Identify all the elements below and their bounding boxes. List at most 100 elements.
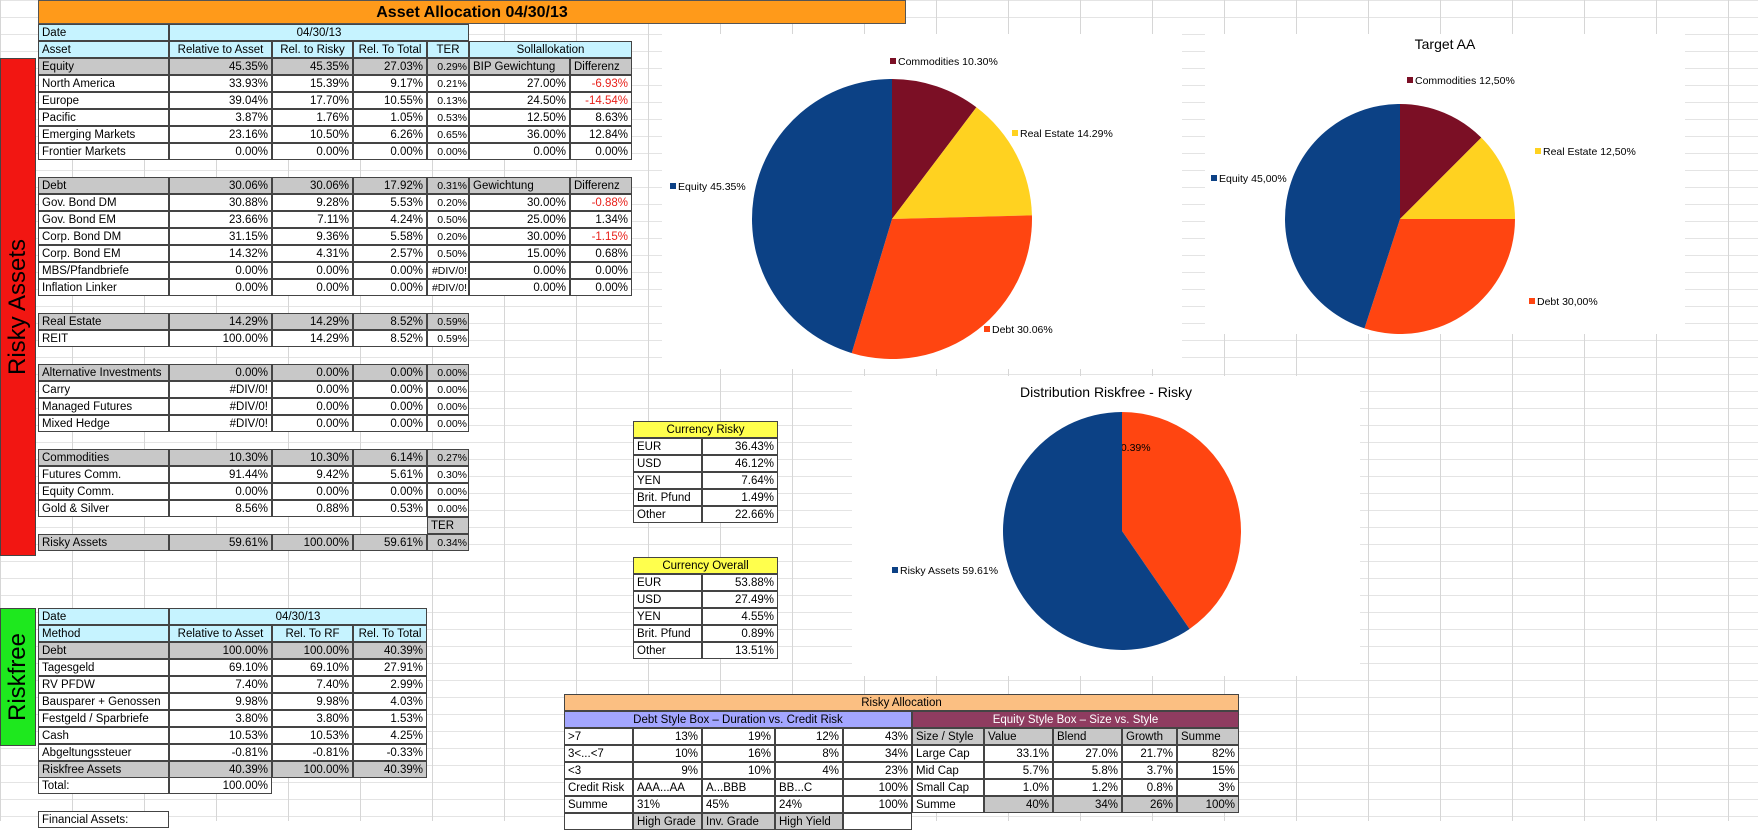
debt-style-box-cell[interactable]: >7 xyxy=(564,728,633,745)
debt-style-box-cell[interactable]: 13% xyxy=(633,728,702,745)
asset-value-cell[interactable]: 0.65% xyxy=(427,126,469,143)
group-value-cell[interactable]: 10.30% xyxy=(169,449,272,466)
asset-name-cell[interactable]: Gold & Silver xyxy=(38,500,169,517)
asset-value-cell[interactable]: 3.87% xyxy=(169,109,272,126)
rf-method-value-cell[interactable]: 10.53% xyxy=(169,727,272,744)
rf-method-name-cell[interactable]: Tagesgeld xyxy=(38,659,169,676)
currency-overall-currency-cell[interactable]: EUR xyxy=(633,574,702,591)
asset-value-cell[interactable]: 1.76% xyxy=(272,109,353,126)
rf-group-value-cell[interactable]: 100.00% xyxy=(169,642,272,659)
asset-value-cell[interactable]: 0.00% xyxy=(427,381,469,398)
asset-value-cell[interactable]: 0.00% xyxy=(353,143,427,160)
group-value-cell[interactable]: 6.14% xyxy=(353,449,427,466)
equity-style-box-cell[interactable]: 1.0% xyxy=(984,779,1053,796)
asset-value-cell[interactable]: 0.00% xyxy=(272,381,353,398)
asset-value-cell[interactable]: #DIV/0! xyxy=(427,262,469,279)
rf-group-value-cell[interactable]: 40.39% xyxy=(353,642,427,659)
column-header-cell[interactable]: Relative to Asset xyxy=(169,41,272,58)
ter-label-cell[interactable]: TER xyxy=(427,517,469,534)
group-value-cell[interactable]: 0.27% xyxy=(427,449,469,466)
debt-style-box-cell[interactable]: 10% xyxy=(633,745,702,762)
currency-overall-currency-cell[interactable]: YEN xyxy=(633,608,702,625)
rf-method-value-cell[interactable]: 7.40% xyxy=(272,676,353,693)
asset-value-cell[interactable]: 5.61% xyxy=(353,466,427,483)
asset-name-cell[interactable]: Europe xyxy=(38,92,169,109)
currency-risky-title-cell[interactable]: Currency Risky xyxy=(633,421,778,438)
rf-group-value-cell[interactable]: 100.00% xyxy=(272,642,353,659)
asset-value-cell[interactable]: 0.00% xyxy=(427,143,469,160)
group-value-cell[interactable]: 45.35% xyxy=(169,58,272,75)
asset-value-cell[interactable]: 0.30% xyxy=(427,466,469,483)
asset-value-cell[interactable]: 0.88% xyxy=(272,500,353,517)
asset-name-cell[interactable]: Futures Comm. xyxy=(38,466,169,483)
group-value-cell[interactable]: 10.30% xyxy=(272,449,353,466)
asset-value-cell[interactable]: #DIV/0! xyxy=(427,279,469,296)
asset-value-cell[interactable]: 9.17% xyxy=(353,75,427,92)
rf-method-value-cell[interactable]: 3.80% xyxy=(272,710,353,727)
group-value-cell[interactable]: 8.52% xyxy=(353,313,427,330)
equity-style-box-cell[interactable]: Large Cap xyxy=(912,745,984,762)
currency-risky-value-cell[interactable]: 46.12% xyxy=(702,455,778,472)
asset-name-cell[interactable]: Gov. Bond DM xyxy=(38,194,169,211)
group-name-cell[interactable]: Debt xyxy=(38,177,169,194)
asset-name-cell[interactable]: Mixed Hedge xyxy=(38,415,169,432)
asset-value-cell[interactable]: 0.00% xyxy=(272,143,353,160)
rf-total-value-cell[interactable]: 40.39% xyxy=(169,761,272,778)
debt-style-box-title-cell[interactable]: Debt Style Box – Duration vs. Credit Ris… xyxy=(564,711,912,728)
asset-value-cell[interactable]: 0.00% xyxy=(272,398,353,415)
debt-style-box-cell[interactable] xyxy=(843,813,912,830)
rf-group-name-cell[interactable]: Debt xyxy=(38,642,169,659)
asset-extra-cell[interactable]: 0.68% xyxy=(570,245,632,262)
asset-value-cell[interactable]: 8.56% xyxy=(169,500,272,517)
asset-value-cell[interactable]: 4.24% xyxy=(353,211,427,228)
asset-extra-cell[interactable]: 0.00% xyxy=(469,143,570,160)
asset-value-cell[interactable]: 0.00% xyxy=(169,279,272,296)
equity-style-box-cell[interactable]: 33.1% xyxy=(984,745,1053,762)
debt-style-box-cell[interactable]: <3 xyxy=(564,762,633,779)
group-name-cell[interactable]: Real Estate xyxy=(38,313,169,330)
asset-extra-cell[interactable]: 12.84% xyxy=(570,126,632,143)
asset-value-cell[interactable]: 14.32% xyxy=(169,245,272,262)
asset-name-cell[interactable]: REIT xyxy=(38,330,169,347)
asset-value-cell[interactable]: 2.57% xyxy=(353,245,427,262)
date-label-cell[interactable]: Date xyxy=(38,24,169,41)
asset-value-cell[interactable]: 0.00% xyxy=(272,279,353,296)
rf-method-name-cell[interactable]: Festgeld / Sparbriefe xyxy=(38,710,169,727)
group-extra-header-cell[interactable]: Differenz xyxy=(570,58,632,75)
debt-style-box-cell[interactable]: BB...C xyxy=(775,779,843,796)
asset-extra-cell[interactable]: -0.88% xyxy=(570,194,632,211)
risky-allocation-title-cell[interactable]: Risky Allocation xyxy=(564,694,1239,711)
asset-extra-cell[interactable]: 27.00% xyxy=(469,75,570,92)
asset-value-cell[interactable]: #DIV/0! xyxy=(169,415,272,432)
asset-value-cell[interactable]: 0.00% xyxy=(353,381,427,398)
column-header-cell[interactable]: Sollallokation xyxy=(469,41,632,58)
debt-style-box-cell[interactable]: 3<...<7 xyxy=(564,745,633,762)
rf-column-header-cell[interactable]: Rel. To Total xyxy=(353,625,427,642)
currency-overall-value-cell[interactable]: 13.51% xyxy=(702,642,778,659)
equity-style-box-cell[interactable]: 82% xyxy=(1177,745,1239,762)
debt-style-box-cell[interactable]: 9% xyxy=(633,762,702,779)
asset-value-cell[interactable]: 23.16% xyxy=(169,126,272,143)
asset-value-cell[interactable]: 33.93% xyxy=(169,75,272,92)
asset-value-cell[interactable]: 100.00% xyxy=(169,330,272,347)
equity-style-box-cell[interactable]: 15% xyxy=(1177,762,1239,779)
debt-style-box-cell[interactable]: 31% xyxy=(633,796,702,813)
asset-value-cell[interactable]: 10.50% xyxy=(272,126,353,143)
asset-value-cell[interactable]: 9.36% xyxy=(272,228,353,245)
asset-extra-cell[interactable]: 0.00% xyxy=(469,262,570,279)
asset-value-cell[interactable]: #DIV/0! xyxy=(169,381,272,398)
currency-risky-currency-cell[interactable]: EUR xyxy=(633,438,702,455)
asset-value-cell[interactable]: 0.00% xyxy=(272,415,353,432)
asset-extra-cell[interactable]: 30.00% xyxy=(469,228,570,245)
asset-value-cell[interactable]: 6.26% xyxy=(353,126,427,143)
equity-style-box-cell[interactable]: Size / Style xyxy=(912,728,984,745)
asset-value-cell[interactable]: 14.29% xyxy=(272,330,353,347)
asset-extra-cell[interactable]: 36.00% xyxy=(469,126,570,143)
rf-method-name-cell[interactable]: RV PFDW xyxy=(38,676,169,693)
asset-value-cell[interactable]: 17.70% xyxy=(272,92,353,109)
asset-value-cell[interactable]: 0.00% xyxy=(427,500,469,517)
debt-style-box-cell[interactable]: 24% xyxy=(775,796,843,813)
asset-value-cell[interactable]: 23.66% xyxy=(169,211,272,228)
group-extra-header-cell[interactable]: BIP Gewichtung xyxy=(469,58,570,75)
asset-name-cell[interactable]: Pacific xyxy=(38,109,169,126)
